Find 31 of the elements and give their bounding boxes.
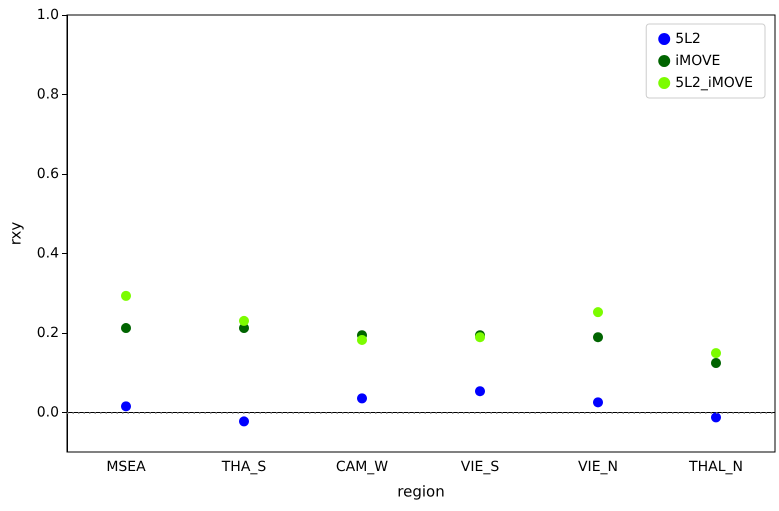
point bbox=[711, 348, 721, 358]
x-tick-label: VIE_N bbox=[578, 459, 618, 475]
legend-label: 5L2_iMOVE bbox=[675, 75, 753, 91]
x-axis-title: region bbox=[397, 482, 445, 500]
x-tick-label: VIE_S bbox=[460, 459, 500, 475]
y-tick-label: 0.8 bbox=[36, 86, 59, 102]
y-tick-label: 1.0 bbox=[36, 7, 59, 23]
y-axis-title: rxy bbox=[6, 222, 24, 246]
point bbox=[121, 323, 131, 334]
point bbox=[593, 397, 603, 408]
point bbox=[121, 401, 131, 412]
point bbox=[357, 334, 367, 345]
y-tick-label: 0.4 bbox=[36, 245, 60, 262]
point bbox=[357, 393, 367, 404]
legend-label: 5L2 bbox=[675, 31, 701, 47]
point bbox=[239, 416, 249, 426]
point bbox=[593, 307, 603, 318]
point bbox=[593, 332, 603, 342]
y-tick-label: 0.2 bbox=[36, 324, 59, 341]
point bbox=[711, 358, 721, 368]
x-tick-label: MSEA bbox=[106, 459, 146, 475]
legend-label: iMOVE bbox=[675, 53, 720, 69]
x-tick-label: CAM_W bbox=[336, 459, 388, 475]
point bbox=[475, 386, 485, 396]
point bbox=[711, 412, 721, 422]
y-tick-label: 0.6 bbox=[36, 166, 60, 182]
point bbox=[121, 290, 131, 301]
x-tick-label: THAL_N bbox=[688, 459, 743, 475]
x-tick-label: THA_S bbox=[220, 459, 266, 475]
point bbox=[239, 316, 249, 326]
y-tick-label: 0.0 bbox=[36, 404, 59, 420]
